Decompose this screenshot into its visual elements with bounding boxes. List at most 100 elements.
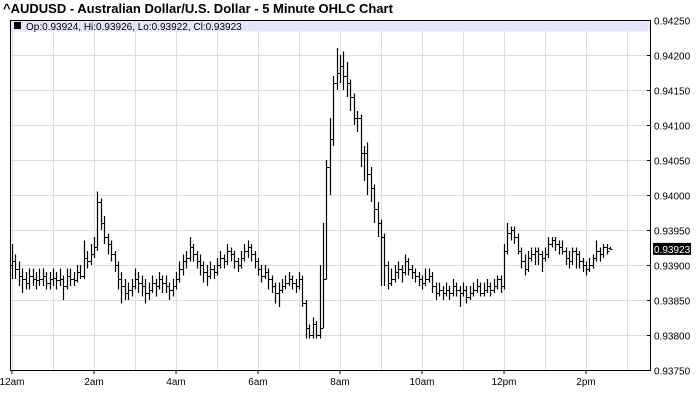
y-axis: 0.94250 0.94200 0.94150 0.94100 0.94050 0.940… — [647, 17, 691, 378]
ohlc-bar — [505, 223, 510, 255]
ohlc-bar — [495, 275, 500, 290]
ohlc-bar — [68, 268, 73, 286]
ohlc-bar — [78, 265, 83, 279]
ohlc-bar — [119, 272, 124, 304]
ohlc-bar — [37, 268, 42, 286]
ohlc-bar — [533, 247, 538, 265]
ohlc-bar — [478, 282, 483, 297]
ohlc-bar — [550, 237, 555, 248]
ohlc-bar — [499, 275, 504, 293]
ohlc-bar — [437, 282, 442, 297]
ohlc-bar — [318, 265, 323, 339]
ohlc-bar — [249, 244, 254, 262]
ohlc-bar — [352, 93, 357, 125]
ohlc-bar — [225, 244, 230, 265]
ohlc-bar — [529, 247, 534, 262]
ohlc-bar — [444, 282, 449, 297]
ohlc-bar — [113, 251, 118, 272]
ohlc-bar — [482, 282, 487, 297]
ohlc-bar — [324, 160, 329, 280]
ohlc-bar — [44, 272, 49, 290]
ohlc-bar — [605, 244, 610, 255]
ohlc-bar — [154, 279, 159, 297]
info-bar — [10, 20, 651, 32]
x-tick-label: 12am — [0, 377, 25, 388]
ohlc-bar — [232, 251, 237, 269]
ohlc-bar — [130, 279, 135, 297]
ohlc-bar — [601, 244, 606, 258]
ohlc-bar — [591, 254, 596, 269]
ohlc-bar — [123, 279, 128, 300]
ohlc-bar — [577, 251, 582, 269]
ohlc-bar — [290, 275, 295, 290]
ohlc-bar — [389, 268, 394, 286]
ohlc-bar — [41, 268, 46, 286]
info-bar-text: Op:0.93924, Hi:0.93926, Lo:0.93922, Cl:0… — [26, 22, 242, 33]
ohlc-bar — [147, 282, 152, 300]
ohlc-bar — [177, 261, 182, 283]
ohlc-bar — [372, 184, 377, 223]
ohlc-bar — [109, 240, 114, 262]
ohlc-bar — [218, 251, 223, 269]
ohlc-bar — [338, 55, 343, 83]
ohlc-bar — [277, 282, 282, 307]
ohlc-bar — [430, 272, 435, 293]
ohlc-bar — [461, 282, 466, 297]
y-tick-label: 0.94150 — [654, 87, 691, 98]
y-tick-label: 0.93850 — [654, 297, 691, 308]
ohlc-bar — [75, 265, 80, 283]
ohlc-bar — [564, 247, 569, 265]
ohlc-bar — [48, 272, 53, 290]
grid-lines — [10, 20, 651, 371]
ohlc-bar — [348, 79, 353, 111]
ohlc-bar — [328, 118, 333, 195]
ohlc-bar — [396, 261, 401, 279]
ohlc-bar — [102, 216, 107, 244]
ohlc-bar — [359, 114, 364, 167]
ohlc-bar — [27, 268, 32, 290]
ohlc-bar — [242, 244, 247, 262]
ohlc-bar — [72, 272, 77, 286]
ohlc-bar — [488, 282, 493, 297]
ohlc-bar — [205, 265, 210, 286]
chart-title: ^AUDUSD - Australian Dollar/U.S. Dollar … — [3, 1, 393, 16]
ohlc-bar — [184, 251, 189, 269]
ohlc-bar — [321, 223, 326, 329]
ohlc-bar — [406, 258, 411, 276]
ohlc-bar — [536, 247, 541, 265]
y-tick-label: 0.94000 — [654, 192, 691, 203]
ohlc-bar — [509, 226, 514, 241]
ohlc-bar — [297, 272, 302, 290]
ohlc-bar — [451, 279, 456, 297]
ohlc-bar — [215, 258, 220, 276]
y-tick-label: 0.94100 — [654, 122, 691, 133]
x-tick-label: 10am — [409, 377, 434, 388]
y-tick-label: 0.94200 — [654, 52, 691, 63]
last-price-label: 0.93923 — [653, 242, 691, 256]
ohlc-bar — [201, 261, 206, 283]
y-tick-label: 0.93900 — [654, 262, 691, 273]
ohlc-bar — [54, 272, 59, 290]
ohlc-bar — [51, 268, 56, 286]
ohlc-bar — [423, 268, 428, 286]
x-axis: 12am 2am 4am 6am 8am 10am 12pm 2pm — [0, 370, 596, 388]
ohlc-bar — [31, 268, 36, 286]
ohlc-bar — [157, 272, 162, 290]
last-price-text: 0.93923 — [654, 245, 691, 256]
ohlc-bar — [420, 275, 425, 290]
ohlc-bar — [369, 167, 374, 202]
ohlc-bar — [341, 51, 346, 90]
ohlc-bar — [164, 275, 169, 293]
y-tick-label: 0.93950 — [654, 227, 691, 238]
ohlc-bar — [307, 324, 312, 339]
last-price-box — [653, 242, 691, 255]
ohlc-bar — [167, 282, 172, 300]
ohlc-bar — [608, 246, 613, 250]
x-tick-label: 4am — [166, 377, 185, 388]
ohlc-bar — [314, 321, 319, 339]
ohlc-bar — [95, 191, 100, 251]
ohlc-bar — [13, 254, 18, 279]
ohlc-bar — [546, 237, 551, 258]
ohlc-bar — [65, 268, 70, 290]
